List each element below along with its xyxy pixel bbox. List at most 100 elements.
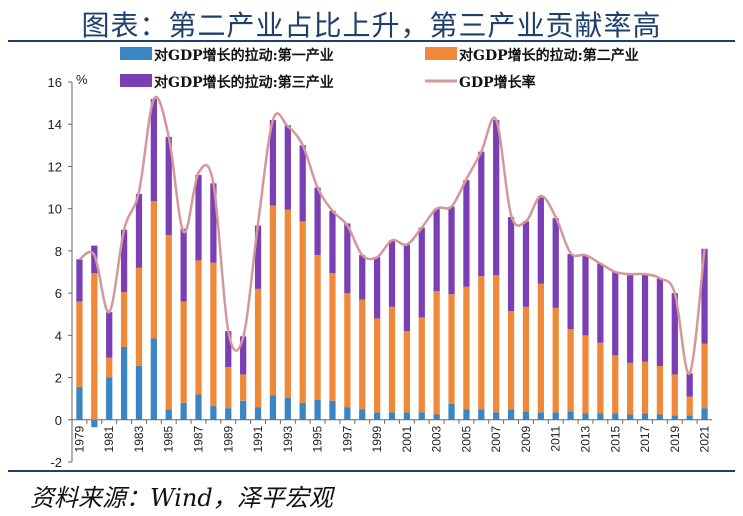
bar-segment-3 xyxy=(254,225,262,289)
bar-segment-2 xyxy=(344,293,351,408)
y-tick-label: 6 xyxy=(55,286,62,301)
bar-segment-1 xyxy=(433,414,440,420)
bar-segment-2 xyxy=(537,283,544,413)
x-tick-label: 1983 xyxy=(132,425,146,452)
bar-segment-1 xyxy=(671,415,678,420)
bar-segment-3 xyxy=(314,187,321,256)
bar-segment-2 xyxy=(120,292,128,347)
bar-segment-2 xyxy=(686,396,693,416)
legend-item-primary: 对GDP增长的拉动:第一产业 xyxy=(120,47,334,64)
bar-segment-3 xyxy=(344,223,351,294)
bar-segment-1 xyxy=(210,406,217,420)
bar-segment-1 xyxy=(120,346,128,420)
bar-segment-3 xyxy=(433,208,440,291)
x-tick-label: 1989 xyxy=(221,425,235,452)
bar-segment-3 xyxy=(269,120,277,206)
bar-segment-1 xyxy=(76,387,83,420)
bar-segment-3 xyxy=(373,257,381,319)
bar-segment-3 xyxy=(478,151,485,277)
legend-label: GDP增长率 xyxy=(459,74,536,91)
title-rule xyxy=(8,40,735,42)
bar-segment-1 xyxy=(597,413,604,420)
bar-segment-2 xyxy=(359,299,366,410)
bar-segment-1 xyxy=(403,412,411,420)
bar-segment-3 xyxy=(284,125,291,210)
bar-segment-3 xyxy=(180,228,187,302)
bar-segment-1 xyxy=(91,419,98,428)
x-tick-label: 1981 xyxy=(102,425,116,452)
bar-segment-2 xyxy=(106,357,113,378)
bars xyxy=(76,98,708,428)
bar-segment-2 xyxy=(567,329,574,412)
y-unit-label: % xyxy=(76,72,88,87)
bar-segment-3 xyxy=(195,174,202,261)
bar-segment-2 xyxy=(299,221,306,403)
x-tick-label: 1985 xyxy=(162,425,176,452)
bar-segment-3 xyxy=(448,206,455,295)
x-tick-label: 1997 xyxy=(340,425,354,452)
bar-segment-1 xyxy=(284,397,291,420)
x-tick-label: 2013 xyxy=(578,425,592,452)
bar-segment-1 xyxy=(254,407,262,420)
bar-segment-3 xyxy=(463,180,470,287)
x-tick-label: 2007 xyxy=(489,425,503,452)
bar-segment-2 xyxy=(210,262,217,407)
bar-segment-2 xyxy=(418,317,425,413)
bar-segment-2 xyxy=(91,273,98,420)
bar-segment-2 xyxy=(478,276,485,410)
gdp-line-layer xyxy=(78,95,706,375)
bar-segment-1 xyxy=(299,402,306,420)
bar-segment-1 xyxy=(493,412,500,420)
x-tick-label: 1995 xyxy=(311,425,325,452)
bar-segment-3 xyxy=(701,248,708,344)
bar-segment-2 xyxy=(180,301,187,403)
bar-segment-3 xyxy=(522,221,530,307)
bar-segment-3 xyxy=(359,255,366,300)
bar-segment-2 xyxy=(627,362,634,415)
bar-segment-2 xyxy=(507,311,515,410)
bar-segment-2 xyxy=(329,273,336,401)
bar-segment-1 xyxy=(388,412,396,420)
bar-segment-3 xyxy=(552,218,559,308)
bar-segment-2 xyxy=(493,275,500,413)
bar-segment-1 xyxy=(612,413,619,420)
legend-item-gdp: GDP增长率 xyxy=(425,74,536,91)
source-rule xyxy=(8,470,735,472)
bar-segment-3 xyxy=(299,145,306,222)
legend-label: 对GDP增长的拉动:第二产业 xyxy=(459,47,639,64)
x-tick-label: 2003 xyxy=(430,425,444,452)
bar-segment-2 xyxy=(597,342,604,414)
bar-segment-1 xyxy=(135,365,143,420)
y-tick-label: 2 xyxy=(55,371,62,386)
bar-segment-3 xyxy=(493,120,500,276)
bar-segment-2 xyxy=(150,201,157,339)
bar-segment-1 xyxy=(448,403,455,420)
bar-segment-3 xyxy=(225,331,232,367)
y-tick-label: 16 xyxy=(48,75,62,90)
bar-segment-2 xyxy=(373,318,381,413)
bar-segment-3 xyxy=(627,275,634,363)
bar-segment-2 xyxy=(165,235,172,410)
bar-segment-2 xyxy=(552,307,559,413)
bar-segment-1 xyxy=(314,399,321,420)
bar-segment-2 xyxy=(76,301,83,388)
x-tick-label: 2009 xyxy=(519,425,533,452)
bar-segment-2 xyxy=(225,367,232,409)
y-tick-label: 8 xyxy=(55,244,62,259)
x-tick-label: 2021 xyxy=(698,425,712,452)
bar-segment-3 xyxy=(135,193,143,268)
legend-label: 对GDP增长的拉动:第一产业 xyxy=(154,47,334,64)
bar-segment-3 xyxy=(507,217,515,312)
bar-segment-3 xyxy=(329,210,336,274)
bar-segment-2 xyxy=(284,209,291,398)
bar-segment-2 xyxy=(522,306,530,412)
y-tick-label: 12 xyxy=(48,159,62,174)
bar-segment-1 xyxy=(180,402,187,420)
legend-swatch xyxy=(120,74,152,87)
bar-segment-2 xyxy=(269,205,277,396)
source-note: 资料来源：Wind，泽平宏观 xyxy=(30,484,333,512)
bar-segment-3 xyxy=(671,293,678,375)
bar-segment-1 xyxy=(656,414,664,420)
bar-segment-1 xyxy=(344,407,351,420)
legend-swatch xyxy=(425,47,457,60)
